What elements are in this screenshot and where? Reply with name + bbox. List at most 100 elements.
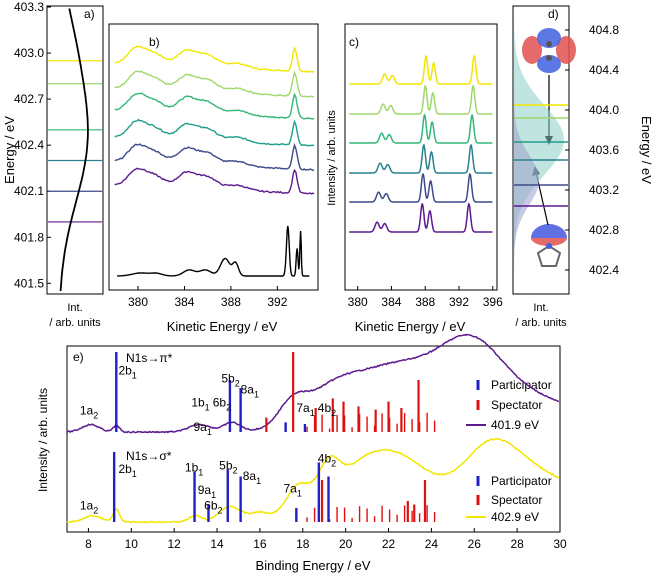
panel-b-calculated-spectrum — [117, 225, 310, 277]
panel-a-frame — [46, 5, 104, 295]
panel-e-xlabel: Binding Energy / eV — [256, 558, 371, 573]
panel-e-orbital-label: 7a1 — [296, 401, 314, 418]
panel-a-ytick-label: 401.5 — [14, 276, 44, 290]
panel-d-ylabel: Energy / eV — [639, 116, 652, 184]
panel-d-ytick-label: 404.4 — [589, 63, 619, 77]
panel-c-label: c) — [349, 35, 359, 49]
panel-b-label: b) — [149, 35, 160, 49]
panel-c-ylabel: Intensity / arb. units — [326, 110, 338, 206]
panel-d-ytick-label: 404.0 — [589, 103, 619, 117]
panel-c-xtick-label: 396 — [483, 295, 503, 309]
panel-e-xtick-label: 14 — [210, 537, 224, 551]
panel-a-ytick-label: 402.7 — [14, 92, 44, 106]
panel-e-orbital-label: 6b2 — [204, 498, 222, 515]
panel-b-xtick-label: 380 — [128, 295, 148, 309]
panel-e-xtick-label: 22 — [382, 537, 396, 551]
panel-a-label: a) — [84, 7, 95, 21]
panel-a-xlabel-1: Int. — [67, 302, 82, 314]
panel-e-orbital-label: 7a1 — [283, 482, 301, 499]
panel-e-orbital-label: 1b1 — [185, 461, 203, 478]
sigma-star-orbital-illustration — [531, 224, 567, 267]
panel-e-sigma-title: N1s→σ* — [126, 449, 172, 463]
panel-e-orbital-label: 1b1 — [191, 395, 209, 412]
panel-c-xtick-label: 388 — [415, 295, 435, 309]
panel-c-xtick-label: 380 — [348, 295, 368, 309]
plot-layer: 401.5 401.8 402.1 402.4 402.7 403.0 403.3 380 38… — [14, 0, 619, 551]
panel-e-orbital-label: 2b1 — [118, 363, 136, 380]
panel-e-measured-spectrum — [66, 333, 560, 434]
panel-a-ytick-label: 402.4 — [14, 138, 44, 152]
panel-b-measured-spectrum — [114, 118, 315, 147]
panel-e-xtick-label: 8 — [85, 537, 92, 551]
panel-a-ytick-label: 403.0 — [14, 46, 44, 60]
panel-e-frame — [66, 345, 561, 533]
panel-d-excitation-band — [514, 10, 539, 290]
panel-e-xtick-label: 24 — [425, 537, 439, 551]
legend-sigma-spectator-label: Spectator — [491, 493, 542, 507]
panel-e-xtick-label: 20 — [339, 537, 353, 551]
panel-e-measured-spectrum — [66, 437, 560, 524]
panel-b-frame — [108, 23, 319, 291]
panel-e-orbital-label: 8a1 — [243, 469, 261, 486]
legend-sigma: Participator Spectator 402.9 eV — [466, 474, 552, 524]
legend-pi-participator-label: Participator — [491, 378, 552, 392]
panel-a-xlabel-2: / arb. units — [49, 317, 101, 329]
panel-e-orbital-label: 5b2 — [221, 371, 239, 388]
panel-a-ytick-label: 401.8 — [14, 230, 44, 244]
panel-a-ytick-label: 402.1 — [14, 184, 44, 198]
panel-e-xtick-label: 30 — [553, 537, 567, 551]
panel-b-measured-spectrum — [114, 92, 315, 120]
panel-c-calculated-spectrum — [349, 113, 493, 144]
panel-a-ytick-label: 403.3 — [14, 0, 44, 14]
panel-d-ytick-label: 403.6 — [589, 143, 619, 157]
panel-c-xtick-label: 384 — [381, 295, 401, 309]
panel-c-calculated-spectrum — [349, 143, 493, 174]
panel-e-orbital-label: 9a1 — [198, 483, 216, 500]
panel-e-xtick-label: 18 — [296, 537, 310, 551]
pi-star-orbital-illustration — [522, 28, 576, 73]
panel-b-measured-spectrum — [114, 45, 315, 73]
panel-a-absorption-curve — [59, 8, 89, 292]
panel-c-frame — [344, 23, 498, 291]
panel-c-calculated-spectrum — [349, 54, 493, 85]
panel-d-xlabel-2: / arb. units — [515, 317, 567, 329]
legend-sigma-line-label: 402.9 eV — [491, 510, 539, 524]
panel-e-orbital-label: 1a2 — [80, 498, 98, 515]
panel-e-ylabel: Intensity / arb. units — [36, 388, 50, 492]
panel-e-pi-title: N1s→π* — [126, 351, 173, 365]
legend-pi-spectator-label: Spectator — [491, 398, 542, 412]
panel-e-orbital-label: 8a1 — [241, 383, 259, 400]
panel-b-xtick-label: 388 — [221, 295, 241, 309]
panel-d-excitation-band — [514, 10, 564, 290]
panel-d-ytick-label: 402.4 — [589, 263, 619, 277]
panel-b-xtick-label: 392 — [267, 295, 287, 309]
panel-e-orbital-label: 5b2 — [219, 459, 237, 476]
panel-d-ytick-label: 404.8 — [589, 23, 619, 37]
panel-e-orbital-label: 4b2 — [318, 452, 336, 469]
panel-d-ytick-label: 403.2 — [589, 183, 619, 197]
panel-c-xlabel: Kinetic Energy / eV — [355, 319, 466, 334]
panel-e-label: e) — [73, 350, 84, 364]
panel-d-label: d) — [548, 7, 559, 21]
panel-c-calculated-spectrum — [349, 84, 493, 115]
panel-e-xtick-label: 28 — [510, 537, 524, 551]
panel-c-calculated-spectrum — [349, 173, 493, 203]
panel-a-ylabel: Energy / eV — [2, 116, 17, 184]
panel-e-orbital-label: 6b2 — [213, 395, 231, 412]
panel-e-orbital-label: 9a1 — [193, 420, 211, 437]
panel-d-ytick-label: 402.8 — [589, 223, 619, 237]
panel-b-measured-spectrum — [114, 167, 315, 195]
panel-e-xtick-label: 10 — [125, 537, 139, 551]
panel-c-xtick-label: 392 — [449, 295, 469, 309]
panel-e-xtick-label: 26 — [468, 537, 482, 551]
panel-e-xtick-label: 12 — [167, 537, 181, 551]
legend-pi: Participator Spectator 401.9 eV — [466, 378, 552, 432]
panel-c-calculated-spectrum — [349, 202, 493, 233]
panel-b-measured-spectrum — [114, 142, 315, 172]
panel-e-xtick-label: 16 — [253, 537, 267, 551]
panel-b-xlabel: Kinetic Energy / eV — [167, 319, 278, 334]
panel-d-xlabel-1: Int. — [533, 302, 548, 314]
panel-b-measured-spectrum — [114, 70, 315, 98]
panel-e-orbital-label: 2b1 — [118, 462, 136, 479]
